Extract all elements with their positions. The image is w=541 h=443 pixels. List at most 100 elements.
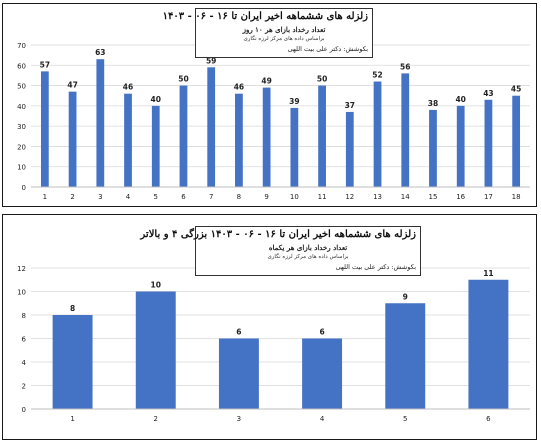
chart-2-y-tick-label: 2	[22, 383, 26, 391]
chart-1-source: براساس داده های مرکز لرزه نگاری	[243, 36, 325, 42]
chart-1-bar	[262, 87, 271, 187]
chart-2-subtitle: تعداد رخداد بازای هر یکماه	[268, 243, 348, 252]
chart-2-y-tick-label: 8	[22, 312, 26, 320]
chart-1-y-tick-label: 20	[17, 143, 26, 151]
chart-2-y-tick-label: 4	[22, 359, 27, 367]
chart-2-source: براساس داده های مرکز لرزه نگاری	[267, 254, 349, 260]
chart-1-y-tick-label: 40	[17, 103, 26, 111]
chart-1-title: زلزله های ششماهه اخیر ایران تا ۱۶ - ۰۶ -…	[162, 11, 368, 22]
chart-1-bar	[512, 95, 521, 187]
chart-1-x-tick-label: 13	[373, 193, 382, 201]
chart-1-x-tick-label: 17	[484, 193, 493, 201]
chart-2-x-tick-label: 4	[320, 415, 325, 423]
chart-1-x-tick-label: 10	[290, 193, 299, 201]
chart-2-bar	[385, 303, 426, 409]
chart-1-data-label: 38	[428, 99, 438, 108]
chart-1-data-label: 63	[95, 48, 105, 57]
chart-2-bar	[302, 338, 343, 409]
chart-1-bar	[429, 109, 437, 187]
chart-1-x-tick-label: 2	[70, 193, 74, 201]
chart-1-data-label: 57	[40, 60, 50, 69]
chart-1-data-label: 59	[206, 56, 216, 65]
chart-2-data-label: 10	[151, 281, 161, 290]
chart-1-bar	[373, 81, 382, 187]
chart-1-bar	[68, 91, 77, 187]
chart-1-bar	[235, 93, 243, 187]
chart-panel-1: 0 10 20 30 40 50 60 70 57 1 47 2 63 3 46 4 40 5 50 6 59 7 46 8 4…	[2, 3, 537, 207]
chart-1-bar	[96, 59, 105, 188]
chart-2-y-tick-label: 10	[17, 289, 26, 297]
chart-1-y-tick-label: 10	[17, 164, 26, 172]
chart-1-data-label: 37	[345, 101, 355, 110]
chart-2-title-box: زلزله های ششماهه اخیر ایران تا ۱۶ - ۰۶ -…	[140, 226, 421, 276]
chart-1-plot: 0 10 20 30 40 50 60 70 57 1 47 2 63 3 46 4 40 5 50 6 59 7 46 8 4…	[17, 42, 530, 201]
chart-1-x-tick-label: 18	[512, 193, 521, 201]
chart-1-y-tick-label: 60	[17, 62, 26, 70]
chart-1-bar	[318, 85, 326, 187]
chart-2-data-label: 8	[70, 304, 75, 313]
chart-2-bar	[218, 338, 259, 409]
chart-1-data-label: 45	[511, 85, 521, 94]
chart-1-data-label: 50	[317, 75, 327, 84]
chart-1-x-tick-label: 1	[43, 193, 47, 201]
chart-1-y-tick-label: 0	[22, 184, 26, 192]
chart-1-bar	[290, 107, 299, 187]
chart-1-x-tick-label: 12	[345, 193, 354, 201]
chart-1-bar	[40, 71, 49, 187]
chart-1-data-label: 39	[289, 97, 299, 106]
chart-1-x-tick-label: 8	[237, 193, 241, 201]
chart-2-x-tick-label: 6	[486, 415, 491, 423]
chart-2-plot: 0 2 4 6 8 10 12 8 1 10 2 6 3 6 4 9 5 11 6	[17, 265, 530, 423]
chart-1-y-tick-label: 50	[17, 83, 26, 91]
chart-1-y-tick-label: 70	[17, 42, 26, 50]
chart-1-x-tick-label: 3	[98, 193, 102, 201]
chart-1-author: بکوشش: دکتر علی بیت اللهی	[287, 45, 368, 53]
chart-2-x-tick-label: 3	[237, 415, 241, 423]
chart-2-bar	[468, 279, 509, 409]
chart-2-y-tick-label: 0	[22, 406, 26, 414]
chart-2-y-tick-label: 12	[17, 265, 26, 273]
chart-2-data-label: 6	[236, 328, 241, 337]
chart-2-data-label: 6	[319, 328, 324, 337]
chart-1-bar	[484, 99, 493, 187]
chart-1-data-label: 40	[455, 95, 465, 104]
chart-panel-2: 0 2 4 6 8 10 12 8 1 10 2 6 3 6 4 9 5 11 6 زلزله های ششماهه…	[2, 214, 537, 440]
chart-2-y-tick-label: 6	[22, 336, 27, 344]
chart-1-bar	[345, 111, 354, 187]
chart-2-x-tick-label: 2	[154, 415, 158, 423]
chart-1-x-tick-label: 7	[209, 193, 213, 201]
chart-1-y-tick-label: 30	[17, 123, 26, 131]
chart-1-bar	[124, 93, 132, 187]
chart-2-bar	[52, 315, 93, 409]
chart-2-data-label: 11	[483, 269, 493, 278]
chart-2-x-tick-label: 1	[70, 415, 74, 423]
chart-1-subtitle: تعداد رخداد بازای هر ۱۰ روز	[242, 25, 326, 34]
chart-1-data-label: 40	[151, 95, 161, 104]
chart-2-bar	[135, 291, 176, 409]
chart-1-bar	[401, 73, 410, 187]
chart-1-bar	[151, 105, 160, 187]
chart-2-x-tick-label: 5	[403, 415, 407, 423]
chart-1-data-label: 47	[67, 81, 77, 90]
chart-1-x-tick-label: 11	[318, 193, 327, 201]
chart-1-data-label: 46	[234, 83, 244, 92]
chart-1-x-tick-label: 16	[456, 193, 465, 201]
chart-1-x-tick-label: 14	[401, 193, 410, 201]
chart-1-data-label: 46	[123, 83, 133, 92]
chart-2-author: بکوشش: دکتر علی بیت اللهی	[335, 263, 416, 271]
chart-1-data-label: 56	[400, 62, 410, 71]
chart-1-data-label: 50	[178, 75, 188, 84]
chart-1-x-tick-label: 6	[181, 193, 186, 201]
chart-1-x-tick-label: 5	[154, 193, 158, 201]
chart-2-title: زلزله های ششماهه اخیر ایران تا ۱۶ - ۰۶ -…	[140, 229, 416, 240]
chart-2-data-label: 9	[403, 292, 408, 301]
chart-1-bar	[179, 85, 188, 187]
chart-1-x-tick-label: 4	[126, 193, 131, 201]
chart-1-x-tick-label: 15	[429, 193, 438, 201]
chart-1-x-tick-label: 9	[264, 193, 268, 201]
chart-1-data-label: 49	[261, 77, 271, 86]
chart-1-bar	[207, 67, 216, 187]
chart-1-data-label: 43	[483, 89, 493, 98]
chart-1-bar	[456, 105, 465, 187]
chart-1-title-box: زلزله های ششماهه اخیر ایران تا ۱۶ - ۰۶ -…	[162, 8, 373, 58]
